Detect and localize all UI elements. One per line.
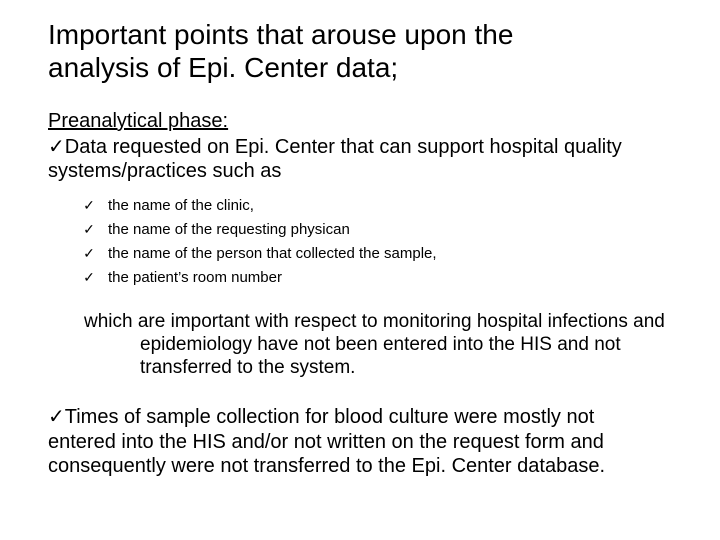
list-item-text: the name of the person that collected th… <box>108 242 437 266</box>
paragraph-2: ✓Times of sample collection for blood cu… <box>48 405 686 478</box>
sub-list: ✓ the name of the clinic, ✓ the name of … <box>80 194 686 290</box>
slide-root: Important points that arouse upon the an… <box>0 0 720 540</box>
check-icon: ✓ <box>48 135 65 159</box>
list-item: ✓ the patient’s room number <box>80 266 686 290</box>
check-icon: ✓ <box>80 266 98 288</box>
check-icon: ✓ <box>48 405 65 429</box>
check-icon: ✓ <box>80 242 98 264</box>
intro-line-2: systems/practices such as <box>48 160 281 182</box>
intro-line-1: Data requested on Epi. Center that can s… <box>65 136 622 158</box>
list-item: ✓ the name of the requesting physican <box>80 218 686 242</box>
list-item: ✓ the name of the person that collected … <box>80 242 686 266</box>
list-item-text: the patient’s room number <box>108 266 282 290</box>
title-line-2: analysis of Epi. Center data; <box>48 52 398 83</box>
section-heading: Preanalytical phase: <box>48 110 686 133</box>
list-item-text: the name of the requesting physican <box>108 218 350 242</box>
paragraph-1: which are important with respect to moni… <box>84 310 686 380</box>
para1-line2: epidemiology have not been entered into … <box>140 334 621 355</box>
para2-line1: Times of sample collection for blood cul… <box>65 406 594 428</box>
check-icon: ✓ <box>80 194 98 216</box>
list-item: ✓ the name of the clinic, <box>80 194 686 218</box>
slide-title: Important points that arouse upon the an… <box>48 18 686 84</box>
para2-line3: consequently were not transferred to the… <box>48 455 605 477</box>
intro-block: ✓Data requested on Epi. Center that can … <box>48 135 686 184</box>
title-line-1: Important points that arouse upon the <box>48 19 513 50</box>
para1-line1: which are important with respect to moni… <box>84 311 665 332</box>
check-icon: ✓ <box>80 218 98 240</box>
para2-line2: entered into the HIS and/or not written … <box>48 431 604 453</box>
para1-line3: transferred to the system. <box>140 357 355 378</box>
list-item-text: the name of the clinic, <box>108 194 254 218</box>
